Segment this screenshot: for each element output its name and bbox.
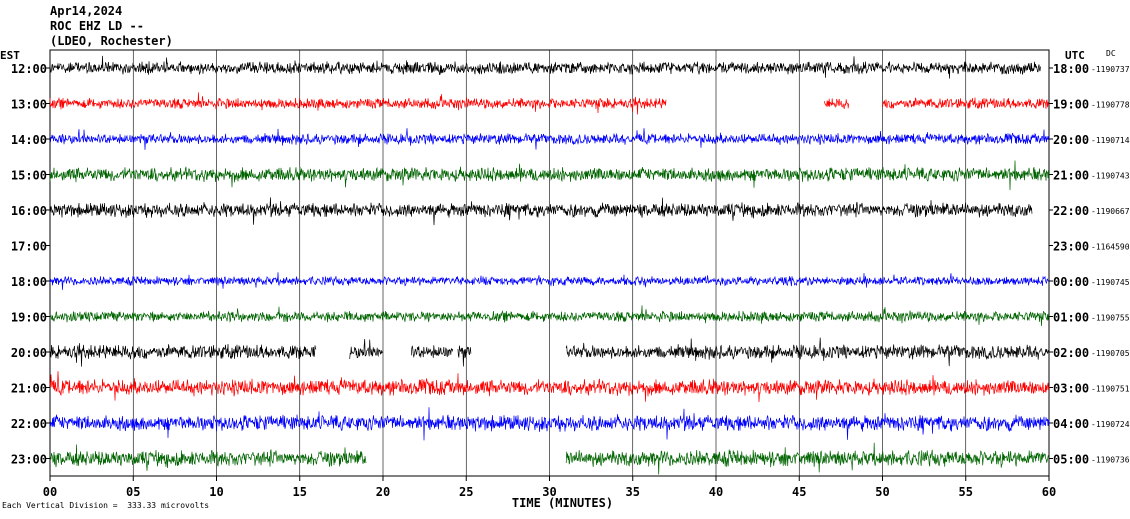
dc-offset-value: -1190724: [1091, 420, 1130, 429]
dc-offset-value: -1190751: [1091, 385, 1130, 394]
seismic-trace: [49, 272, 1050, 290]
seismic-trace: [49, 444, 367, 471]
dc-offset-value: -1190778: [1091, 101, 1130, 110]
est-hour-label: 13:00: [11, 98, 47, 112]
x-axis-title: TIME (MINUTES): [512, 496, 613, 510]
est-hour-label: 19:00: [11, 311, 47, 325]
seismic-trace: [49, 343, 317, 367]
dc-offset-value: -1164590: [1091, 243, 1130, 252]
seismic-trace: [349, 338, 383, 360]
seismic-trace: [565, 442, 1050, 475]
est-hour-label: 21:00: [11, 382, 47, 396]
est-hour-label: 22:00: [11, 417, 47, 431]
seismic-trace: [823, 98, 850, 109]
est-hour-label: 15:00: [11, 169, 47, 183]
x-tick-label: 50: [875, 485, 889, 499]
x-tick-label: 45: [792, 485, 806, 499]
x-tick-label: 00: [43, 485, 57, 499]
utc-hour-label: 18:00: [1053, 62, 1089, 76]
utc-hour-label: 20:00: [1053, 133, 1089, 147]
x-tick-label: 55: [959, 485, 973, 499]
utc-hour-label: 22:00: [1053, 204, 1089, 218]
dc-offset-value: -1190755: [1091, 314, 1130, 323]
x-tick-label: 35: [626, 485, 640, 499]
dc-offset-value: -1190745: [1091, 278, 1130, 287]
est-hour-label: 18:00: [11, 275, 47, 289]
utc-axis-label: UTC: [1065, 49, 1085, 62]
utc-hour-label: 02:00: [1053, 346, 1089, 360]
dc-offset-value: -1190714: [1091, 136, 1130, 145]
network-label: (LDEO, Rochester): [50, 34, 173, 48]
utc-hour-label: 23:00: [1053, 240, 1089, 254]
est-hour-label: 14:00: [11, 133, 47, 147]
x-tick-label: 60: [1042, 485, 1056, 499]
utc-hour-label: 05:00: [1053, 453, 1089, 467]
utc-hour-label: 00:00: [1053, 275, 1089, 289]
x-tick-label: 40: [709, 485, 723, 499]
est-hour-label: 23:00: [11, 453, 47, 467]
seismic-trace: [49, 128, 1050, 150]
dc-offset-value: -1190736: [1091, 456, 1130, 465]
x-tick-label: 30: [542, 485, 556, 499]
seismic-trace: [49, 197, 1033, 226]
seismic-trace: [49, 371, 1050, 403]
x-tick-label: 25: [459, 485, 473, 499]
x-tick-label: 15: [293, 485, 307, 499]
dc-offset-value: -1190667: [1091, 207, 1130, 216]
seismic-trace: [49, 92, 667, 115]
est-hour-label: 17:00: [11, 240, 47, 254]
seismic-trace: [49, 55, 1041, 79]
utc-hour-label: 19:00: [1053, 98, 1089, 112]
scale-note: Each Vertical Division = 333.33 microvol…: [2, 501, 210, 510]
dc-offset-value: -1190705: [1091, 349, 1130, 358]
station-label: ROC EHZ LD --: [50, 19, 144, 33]
seismic-trace: [49, 160, 1050, 191]
utc-hour-label: 04:00: [1053, 417, 1089, 431]
seismic-trace: [457, 345, 472, 367]
seismic-trace: [49, 305, 1050, 327]
x-tick-label: 10: [209, 485, 223, 499]
est-hour-label: 12:00: [11, 62, 47, 76]
est-hour-label: 16:00: [11, 204, 47, 218]
seismic-trace: [565, 337, 1050, 367]
seismic-trace: [410, 345, 454, 358]
utc-hour-label: 01:00: [1053, 311, 1089, 325]
seismic-trace: [882, 97, 1050, 109]
date-label: Apr14,2024: [50, 4, 123, 18]
dc-offset-value: -1190743: [1091, 172, 1130, 181]
utc-hour-label: 03:00: [1053, 382, 1089, 396]
seismic-trace: [49, 407, 1050, 441]
x-tick-label: 05: [126, 485, 140, 499]
x-tick-label: 20: [376, 485, 390, 499]
dc-label: DC: [1106, 49, 1116, 58]
est-hour-label: 20:00: [11, 346, 47, 360]
dc-offset-value: -1190737: [1091, 65, 1130, 74]
utc-hour-label: 21:00: [1053, 169, 1089, 183]
est-axis-label: EST: [0, 49, 20, 62]
